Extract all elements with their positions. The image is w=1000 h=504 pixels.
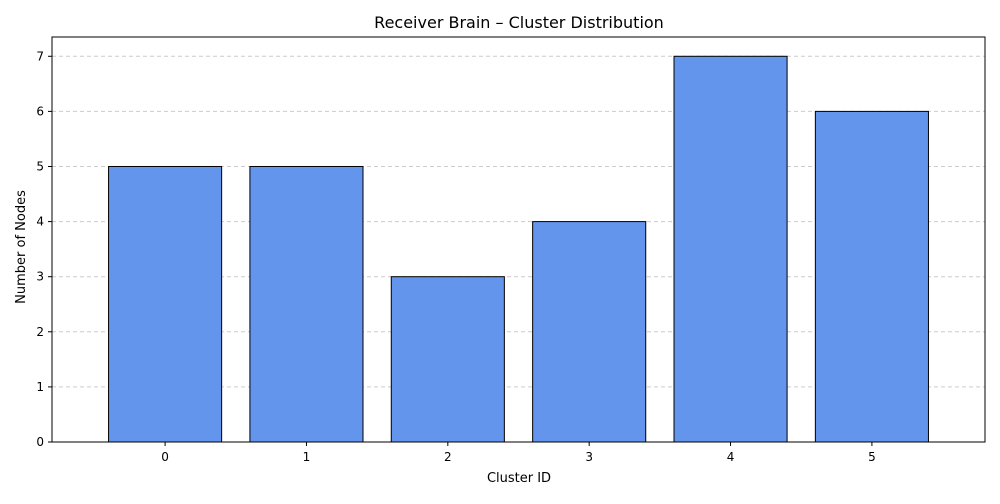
x-tick-label-4: 4 [727, 450, 735, 464]
y-tick-label-6: 6 [36, 104, 44, 118]
x-tick-label-1: 1 [303, 450, 311, 464]
y-tick-label-2: 2 [36, 325, 44, 339]
x-axis-label: Cluster ID [487, 471, 551, 486]
chart-title: Receiver Brain – Cluster Distribution [374, 13, 664, 32]
y-tick-label-7: 7 [36, 49, 44, 63]
y-tick-label-1: 1 [36, 380, 44, 394]
bar-cluster-5 [814, 110, 929, 443]
y-tick-label-4: 4 [36, 215, 44, 229]
y-axis-label: Number of Nodes [14, 190, 29, 304]
y-tick-label-3: 3 [36, 270, 44, 284]
x-tick-label-3: 3 [585, 450, 593, 464]
plot-frame [51, 36, 986, 443]
bar-layer [108, 55, 929, 443]
y-tick-label-5: 5 [36, 159, 44, 173]
bar-cluster-0 [108, 165, 223, 443]
y-tick-label-0: 0 [36, 435, 44, 449]
bar-cluster-1 [249, 165, 364, 443]
axis-layer: 0 1 2 3 4 5 6 7 0 1 2 3 4 5 [36, 36, 986, 464]
bar-cluster-2 [390, 276, 505, 443]
bar-cluster-4 [673, 55, 788, 443]
x-tick-label-2: 2 [444, 450, 452, 464]
x-tick-label-5: 5 [868, 450, 876, 464]
x-tick-label-0: 0 [161, 450, 169, 464]
bar-cluster-3 [532, 221, 647, 443]
